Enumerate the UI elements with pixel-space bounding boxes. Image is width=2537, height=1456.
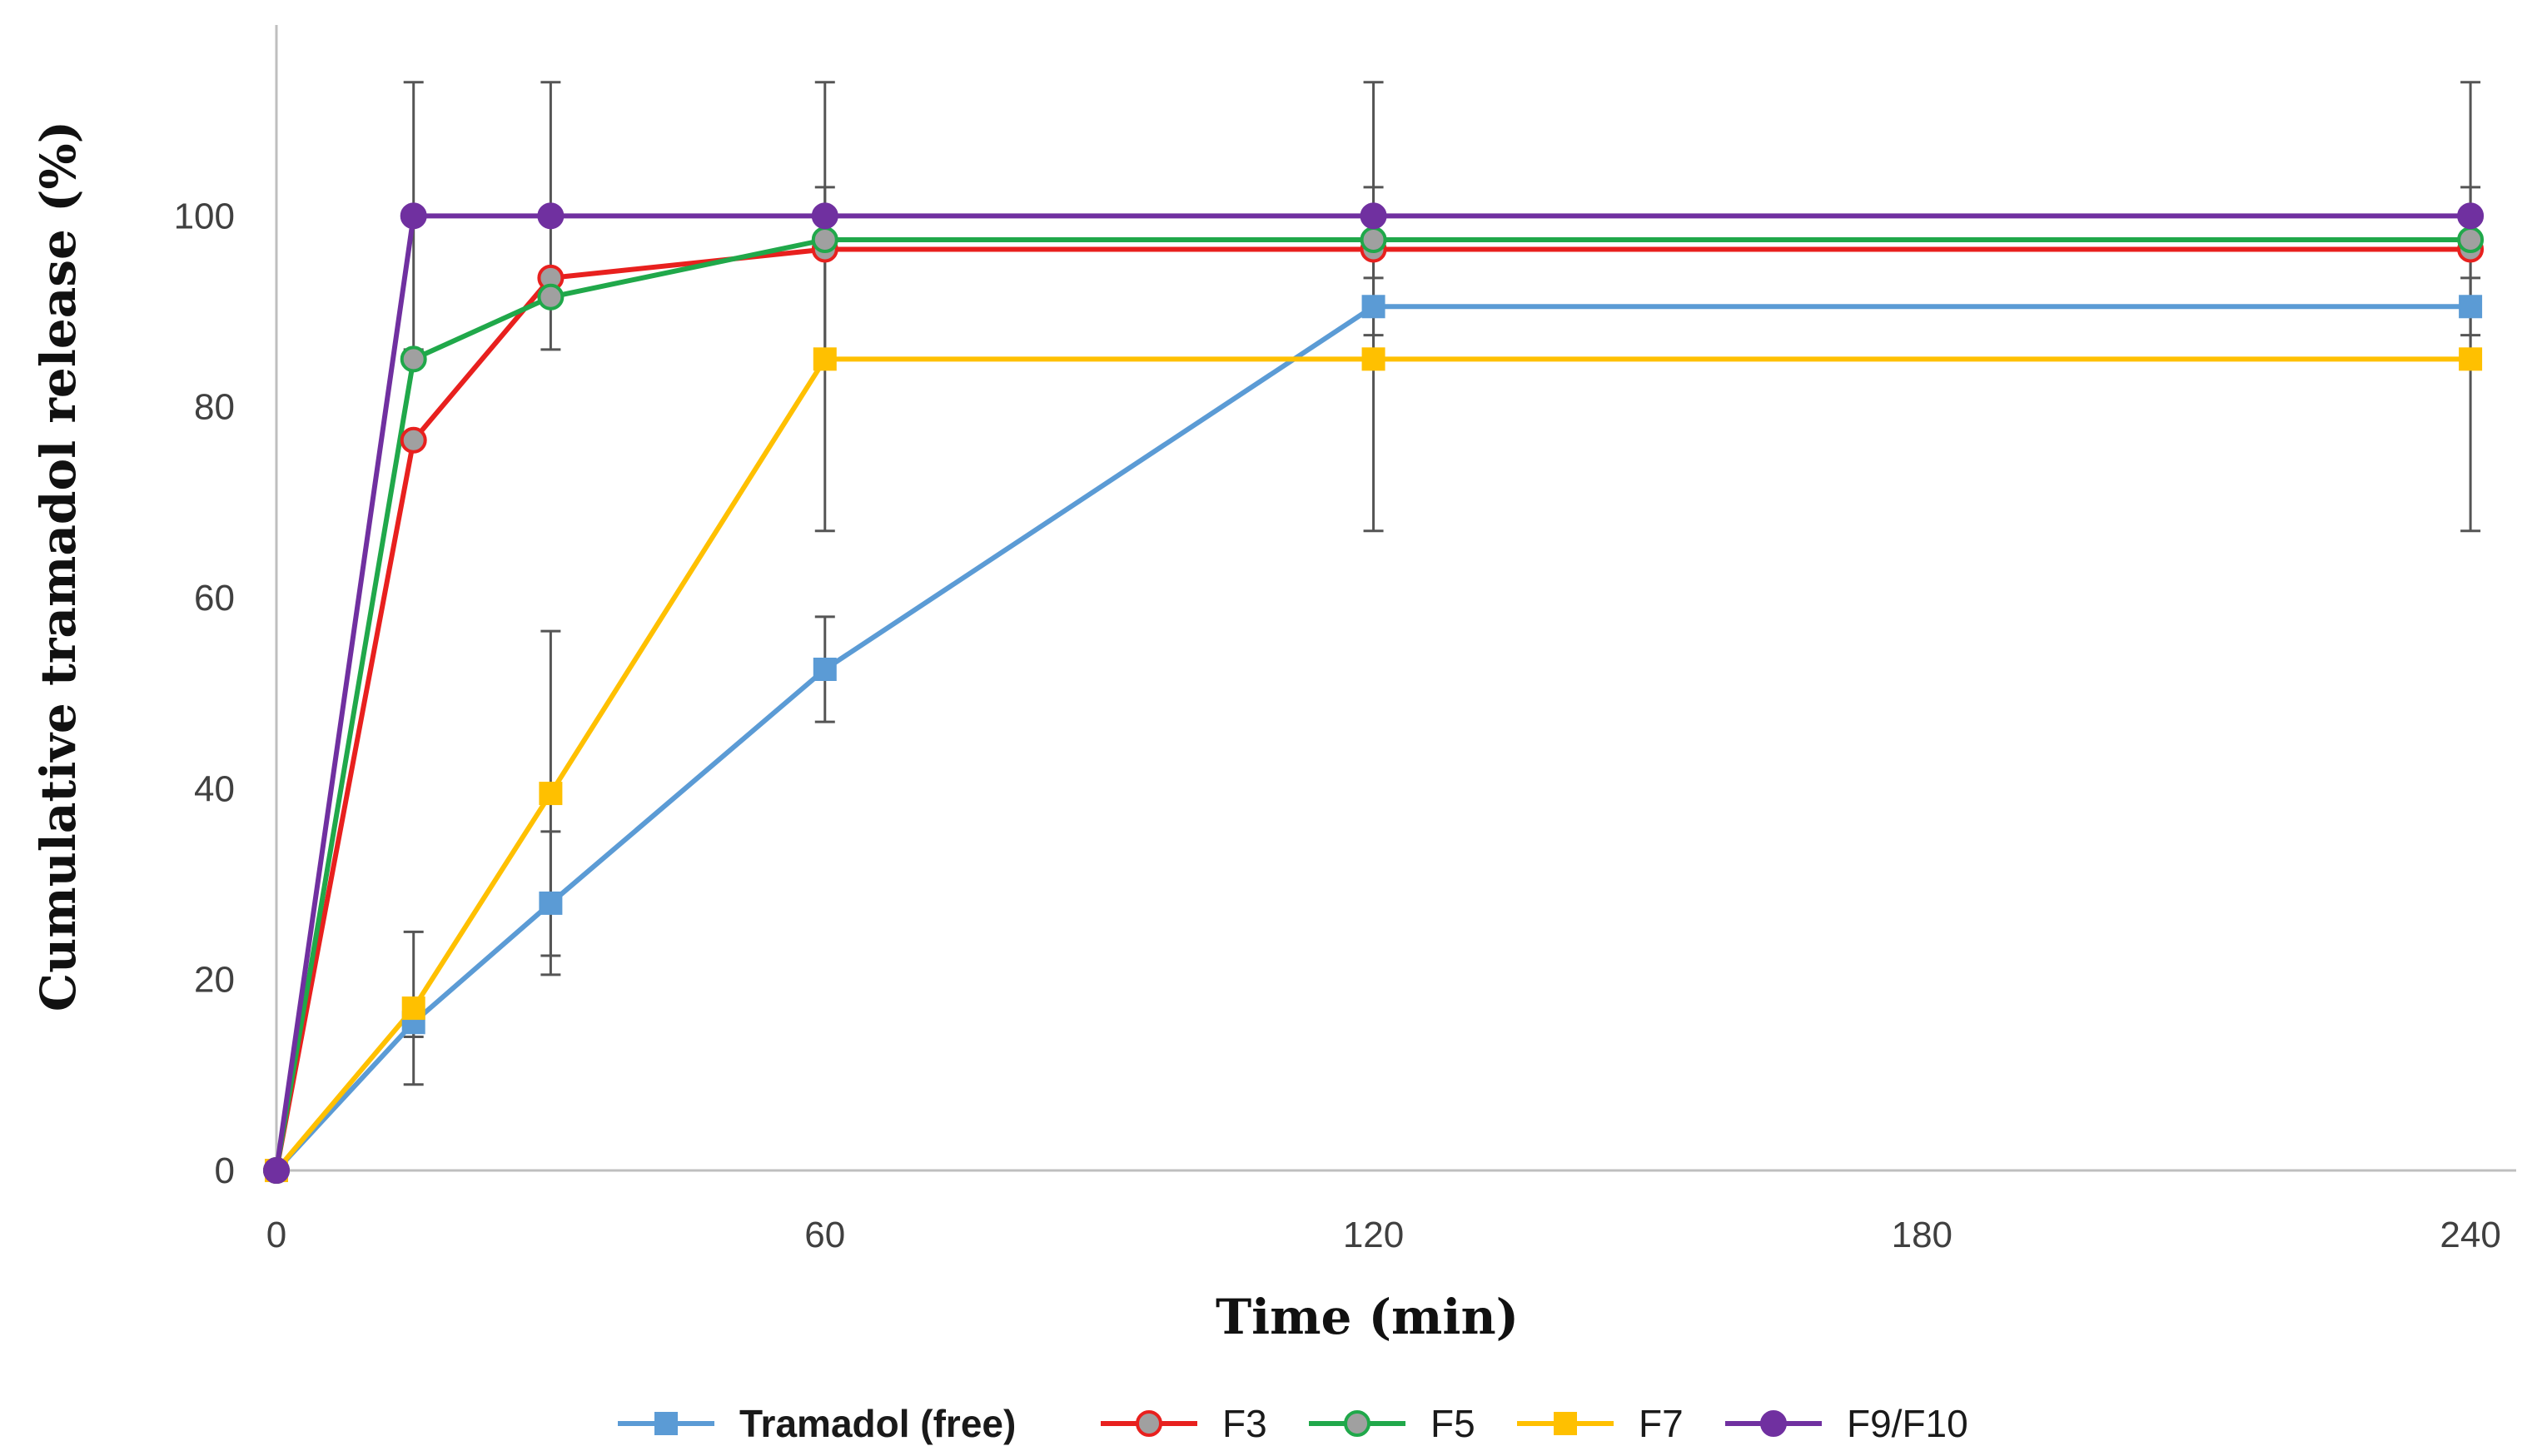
legend-label: F5 <box>1430 1402 1475 1445</box>
y-tick-label: 100 <box>174 196 235 236</box>
data-point-f9-f10 <box>811 202 838 230</box>
data-point-f7 <box>539 782 563 806</box>
x-tick-label: 0 <box>266 1215 286 1255</box>
data-point-tramadol-free <box>813 658 837 681</box>
legend-label: F7 <box>1639 1402 1684 1445</box>
legend-marker <box>1554 1412 1577 1435</box>
y-tick-label: 80 <box>194 387 235 428</box>
data-point-tramadol-free <box>539 891 563 915</box>
legend-label: F9/F10 <box>1847 1402 1968 1445</box>
data-point-f9-f10 <box>1360 202 1387 230</box>
y-axis-title: Cumulative tramadol release (%) <box>30 121 87 1011</box>
legend-marker <box>1760 1410 1787 1437</box>
x-axis-title: Time (min) <box>1216 1289 1519 1345</box>
data-point-tramadol-free <box>1361 295 1385 319</box>
series-line-tramadol-free <box>274 304 2471 1173</box>
y-tick-label: 40 <box>194 768 235 809</box>
data-point-f7 <box>401 996 425 1021</box>
legend-marker <box>654 1412 678 1435</box>
error-bars <box>403 81 2481 1086</box>
data-point-f9-f10 <box>2457 202 2485 230</box>
data-point-f5 <box>811 226 838 253</box>
x-tick-label: 60 <box>804 1215 845 1255</box>
data-point-f5 <box>400 345 427 373</box>
data-point-f7 <box>1361 347 1385 371</box>
data-point-f9-f10 <box>263 1157 290 1184</box>
x-tick-label: 180 <box>1892 1215 1952 1255</box>
data-point-f9-f10 <box>537 202 565 230</box>
data-point-tramadol-free <box>2459 295 2483 319</box>
series-line-f3 <box>274 246 2471 1171</box>
y-tick-label: 60 <box>194 578 235 619</box>
y-tick-label: 20 <box>194 960 235 1001</box>
data-point-f3 <box>400 426 427 454</box>
data-point-f7 <box>813 347 837 371</box>
legend-marker <box>1136 1410 1162 1437</box>
series-line-f5 <box>274 237 2471 1171</box>
axes: 0 20 40 60 80 100 0 60 120 180 240 <box>174 25 2516 1255</box>
data-point-f5 <box>2457 226 2485 253</box>
data-point-f7 <box>2459 347 2483 371</box>
y-tick-label: 0 <box>215 1150 235 1191</box>
data-point-f5 <box>537 283 565 311</box>
legend-marker <box>1344 1410 1370 1437</box>
legend-label: Tramadol (free) <box>739 1402 1016 1445</box>
legend-label: F3 <box>1222 1402 1267 1445</box>
x-tick-label: 240 <box>2440 1215 2500 1255</box>
data-point-f5 <box>1360 226 1387 253</box>
series-lines <box>274 213 2471 1173</box>
series-markers <box>263 202 2485 1184</box>
series-line-f7 <box>274 356 2471 1172</box>
x-tick-label: 120 <box>1343 1215 1404 1255</box>
data-point-f9-f10 <box>400 202 427 230</box>
legend: Tramadol (free) F3 F5 F7 F9/F10 <box>618 1402 1968 1445</box>
series-line-f9-f10 <box>274 213 2471 1171</box>
